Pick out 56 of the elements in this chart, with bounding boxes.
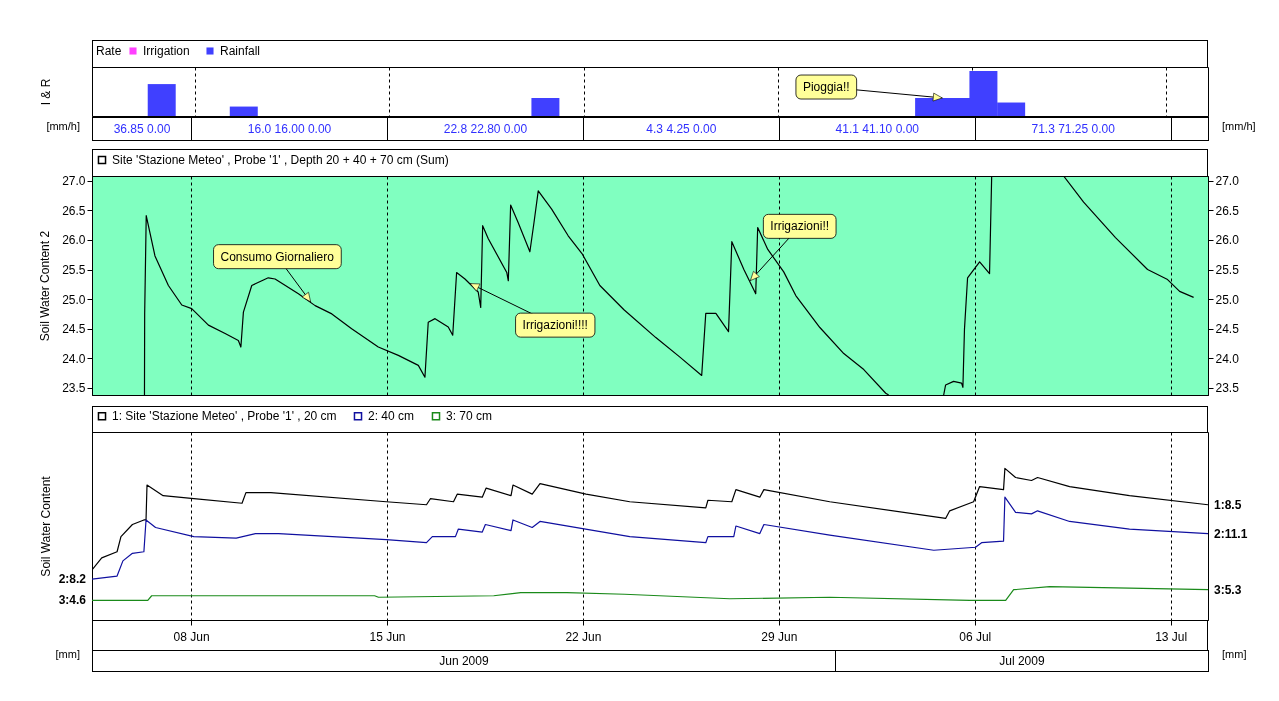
text: [mm/h] bbox=[1222, 120, 1256, 132]
bar bbox=[531, 98, 560, 116]
legend-label: Site 'Stazione Meteo' , Probe '1' , Depth 20 + 40 + 70 cm (Sum) bbox=[112, 153, 449, 167]
legend-label: Irrigation bbox=[143, 44, 190, 58]
y-tick-label: 24.5 bbox=[62, 322, 86, 337]
text: 71.3 71.25 0.00 bbox=[974, 117, 1172, 141]
bar bbox=[229, 106, 258, 116]
legend-label: Rainfall bbox=[220, 44, 261, 58]
y-tick-label: 23.5 bbox=[62, 381, 86, 396]
y-tick-label: 27.0 bbox=[62, 174, 86, 189]
bar bbox=[147, 84, 176, 116]
y2-tick-label: 25.5 bbox=[1215, 263, 1240, 278]
legend-title: Rate bbox=[96, 44, 122, 58]
x-tick-label: 06 Jul bbox=[959, 629, 992, 644]
text: 4.3 4.25 0.00 bbox=[582, 117, 780, 141]
x-tick-label: 29 Jun bbox=[761, 629, 798, 644]
annotation: 1:8.5 bbox=[1214, 497, 1242, 512]
y-tick-label: 26.5 bbox=[62, 203, 86, 218]
annotation: 3:4.6 bbox=[58, 593, 87, 608]
x-tick-label: 08 Jun bbox=[173, 629, 210, 644]
annotation: Irrigazioni!!!! bbox=[522, 318, 588, 333]
text: Jul 2009 bbox=[834, 650, 1209, 672]
text: [mm] bbox=[55, 648, 80, 660]
y-tick-label: 25.0 bbox=[62, 292, 86, 307]
x-tick-label: 15 Jun bbox=[369, 629, 406, 644]
y2-tick-label: 25.0 bbox=[1215, 292, 1240, 307]
x-tick-label: 13 Jul bbox=[1155, 629, 1188, 644]
y2-tick-label: 26.5 bbox=[1215, 203, 1240, 218]
y2-tick-label: 24.0 bbox=[1215, 351, 1240, 366]
text: 16.0 16.00 0.00 bbox=[191, 117, 389, 141]
legend-label: 1: Site 'Stazione Meteo' , Probe '1' , 20 cm bbox=[112, 409, 337, 424]
y-tick-label: 26.0 bbox=[62, 233, 86, 248]
y-axis-title: Soil Water Content 2 bbox=[38, 230, 53, 342]
legend-label: 3: 70 cm bbox=[446, 409, 493, 424]
annotation: Irrigazioni!! bbox=[770, 219, 830, 234]
x-tick-label: 22 Jun bbox=[565, 629, 602, 644]
text: [mm] bbox=[1222, 648, 1247, 660]
annotation: 3:5.3 bbox=[1214, 582, 1242, 597]
text: Jun 2009 bbox=[92, 650, 836, 672]
y-axis-title: I & R bbox=[38, 78, 53, 106]
annotation: Pioggia!! bbox=[802, 80, 850, 95]
text: 22.8 22.80 0.00 bbox=[387, 117, 584, 141]
text: [mm/h] bbox=[46, 120, 80, 132]
y-tick-label: 24.0 bbox=[62, 351, 86, 366]
text: 36.85 0.00 bbox=[92, 117, 193, 141]
annotation: 2:8.2 bbox=[58, 572, 87, 587]
annotation: Consumo Giornaliero bbox=[220, 249, 335, 264]
annotation: 2:11.1 bbox=[1214, 526, 1248, 541]
y2-tick-label: 26.0 bbox=[1215, 233, 1240, 248]
y-tick-label: 25.5 bbox=[62, 263, 86, 278]
y2-tick-label: 23.5 bbox=[1215, 381, 1240, 396]
legend-label: 2: 40 cm bbox=[368, 409, 415, 424]
y2-tick-label: 24.5 bbox=[1215, 322, 1240, 337]
text: 41.1 41.10 0.00 bbox=[778, 117, 976, 141]
y2-tick-label: 27.0 bbox=[1215, 174, 1240, 189]
y-axis-title: Soil Water Content bbox=[38, 475, 53, 577]
